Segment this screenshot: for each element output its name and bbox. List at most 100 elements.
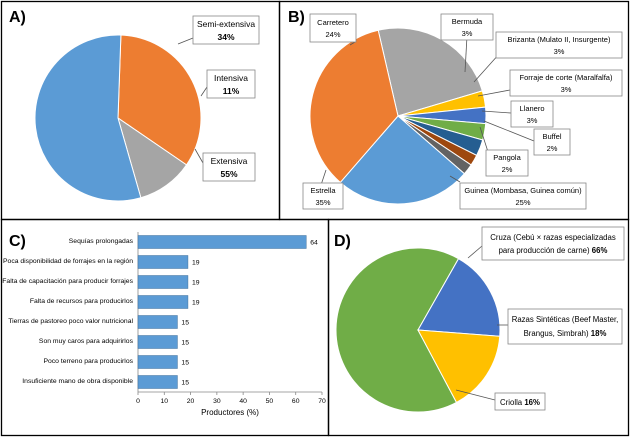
- panel-a-leaders: [177, 37, 208, 164]
- bar-c-cat-7: Insuficiente mano de obra disponible: [22, 378, 133, 385]
- bar-c-bar-3: [137, 295, 189, 309]
- bar-chart-c: Sequías prolongadas Poca disponibilidad …: [2, 232, 326, 417]
- label-b-pangola-name: Pangola: [493, 153, 521, 162]
- panel-b-letter: B): [288, 9, 305, 26]
- bar-c-cat-0: Sequías prolongadas: [69, 238, 134, 245]
- bar-c-cat-3: Falta de recursos para producirlos: [30, 298, 134, 305]
- label-a-semi: Semi-extensiva 34%: [192, 15, 260, 45]
- label-b-guinea: Guinea (Mombasa, Guinea común) 25%: [459, 182, 587, 210]
- pie-a-slice-semi-extensiva: [117, 34, 202, 166]
- label-b-bermuda: Bermuda 3%: [440, 13, 494, 41]
- pie-a: [34, 34, 202, 202]
- bar-c-cat-4: Tierras de pastoreo poco valor nutricion…: [8, 318, 133, 325]
- bar-c-cat-6: Poco terreno para producirlos: [43, 358, 133, 365]
- bar-c-tick-0: 0: [136, 398, 140, 405]
- pie-d: [335, 247, 501, 413]
- label-a-extensiva-pct: 55%: [220, 169, 237, 179]
- label-b-estrella: Estrella 35%: [302, 182, 344, 210]
- bar-c-x-ticks: 0 10 20 30 40 50 60 70: [136, 392, 326, 405]
- bar-c-bar-4: [137, 315, 178, 329]
- label-b-forraje: Forraje de corte (Maralfalfa) 3%: [509, 69, 623, 97]
- label-b-brizanta-name: Brizanta (Mulato II, Insurgente): [508, 35, 611, 44]
- label-a-extensiva-name: Extensiva: [211, 156, 248, 166]
- bar-c-cat-5: Son muy caros para adquirirlos: [39, 338, 134, 345]
- bar-c-value-4: 15: [181, 320, 189, 327]
- bar-c-bar-2: [137, 275, 189, 289]
- label-d-sinteticas-line1: Razas Sintéticas (Beef Master,: [512, 315, 619, 324]
- label-a-semi-pct: 34%: [217, 32, 234, 42]
- bar-c-value-labels: 64 19 19 19 15 15 15 15: [181, 240, 318, 387]
- bar-c-value-3: 19: [192, 300, 200, 307]
- pie-d-slice-criolla: [417, 329, 501, 404]
- bar-c-tick-3: 30: [213, 398, 221, 405]
- label-a-extensiva: Extensiva 55%: [202, 152, 256, 182]
- pie-b-slice-guinea: [339, 115, 466, 205]
- bar-c-cat-1: Poca disponibilidad de forrajes en la re…: [3, 258, 133, 265]
- label-d-criolla-name: Criolla: [500, 398, 523, 407]
- pie-b-slice-estrella: [309, 29, 399, 184]
- label-d-cruza-line1: Cruza (Cebú × razas especializadas: [490, 233, 616, 242]
- label-b-buffel-pct: 2%: [547, 144, 558, 153]
- label-b-estrella-name: Estrella: [310, 186, 336, 195]
- pie-b: [309, 27, 487, 205]
- bar-c-category-labels: Sequías prolongadas Poca disponibilidad …: [2, 238, 133, 385]
- svg-text:Criolla 16%: Criolla 16%: [500, 398, 540, 407]
- pie-d-slice-cruza: [335, 247, 460, 413]
- label-d-criolla: Criolla 16%: [494, 392, 546, 411]
- label-d-cruza-line2: para producción de carne): [499, 246, 590, 255]
- bar-c-bar-1: [137, 255, 189, 269]
- label-b-llanero: Llanero 3%: [510, 100, 554, 128]
- bar-c-tick-5: 50: [266, 398, 274, 405]
- label-b-forraje-name: Forraje de corte (Maralfalfa): [520, 73, 613, 82]
- label-d-cruza-pct: 66%: [592, 246, 608, 255]
- label-d-cruza: Cruza (Cebú × razas especializadas para …: [481, 226, 625, 261]
- label-b-estrella-pct: 35%: [315, 198, 330, 207]
- bar-c-cat-2: Falta de capacitación para producir forr…: [2, 278, 133, 285]
- pie-a-slice-extensiva: [34, 34, 142, 202]
- bar-c-value-6: 15: [181, 360, 189, 367]
- bar-c-bar-0: [137, 235, 307, 249]
- label-b-brizanta: Brizanta (Mulato II, Insurgente) 3%: [495, 31, 623, 59]
- label-b-buffel: Buffel 2%: [533, 128, 571, 156]
- label-b-buffel-name: Buffel: [542, 132, 561, 141]
- label-b-guinea-pct: 25%: [515, 198, 530, 207]
- label-d-sinteticas-line2: Brangus, Simbrah): [524, 329, 589, 338]
- panel-a-letter: A): [9, 9, 26, 26]
- svg-text:Brangus, Simbrah) 18%: Brangus, Simbrah) 18%: [524, 329, 607, 338]
- bar-c-tick-6: 60: [292, 398, 300, 405]
- label-d-sinteticas: Razas Sintéticas (Beef Master, Brangus, …: [507, 308, 623, 345]
- panel-c-letter: C): [9, 233, 26, 250]
- label-d-sinteticas-pct: 18%: [591, 329, 607, 338]
- label-b-llanero-pct: 3%: [527, 116, 538, 125]
- label-b-pangola: Pangola 2%: [485, 149, 529, 177]
- panel-d-frame: [327, 218, 630, 437]
- bar-c-value-0: 64: [310, 240, 318, 247]
- label-d-criolla-pct: 16%: [524, 398, 540, 407]
- label-b-pangola-pct: 2%: [502, 165, 513, 174]
- bar-c-tick-2: 20: [187, 398, 195, 405]
- bar-c-tick-7: 70: [318, 398, 326, 405]
- label-b-forraje-pct: 3%: [561, 85, 572, 94]
- bar-c-tick-4: 40: [239, 398, 247, 405]
- label-b-llanero-name: Llanero: [519, 104, 544, 113]
- label-b-carretero: Carretero 24%: [309, 13, 357, 43]
- svg-text:para producción de carne) 66%: para producción de carne) 66%: [499, 246, 608, 255]
- label-b-bermuda-pct: 3%: [462, 29, 473, 38]
- bar-c-value-7: 15: [181, 380, 189, 387]
- label-a-intensiva-pct: 11%: [223, 86, 240, 96]
- bar-c-bars: [137, 235, 307, 389]
- bar-c-tick-1: 10: [161, 398, 169, 405]
- label-b-brizanta-pct: 3%: [554, 47, 565, 56]
- bar-c-bar-7: [137, 375, 178, 389]
- bar-c-value-2: 19: [192, 280, 200, 287]
- bar-c-bar-6: [137, 355, 178, 369]
- panel-d-letter: D): [334, 233, 351, 250]
- bar-c-bar-5: [137, 335, 178, 349]
- label-a-intensiva-name: Intensiva: [214, 73, 248, 83]
- panel-d-leaders: [455, 245, 508, 401]
- label-b-carretero-pct: 24%: [325, 30, 340, 39]
- pie-d-slice-razas-sinteticas: [417, 258, 501, 337]
- label-b-carretero-name: Carretero: [317, 18, 349, 27]
